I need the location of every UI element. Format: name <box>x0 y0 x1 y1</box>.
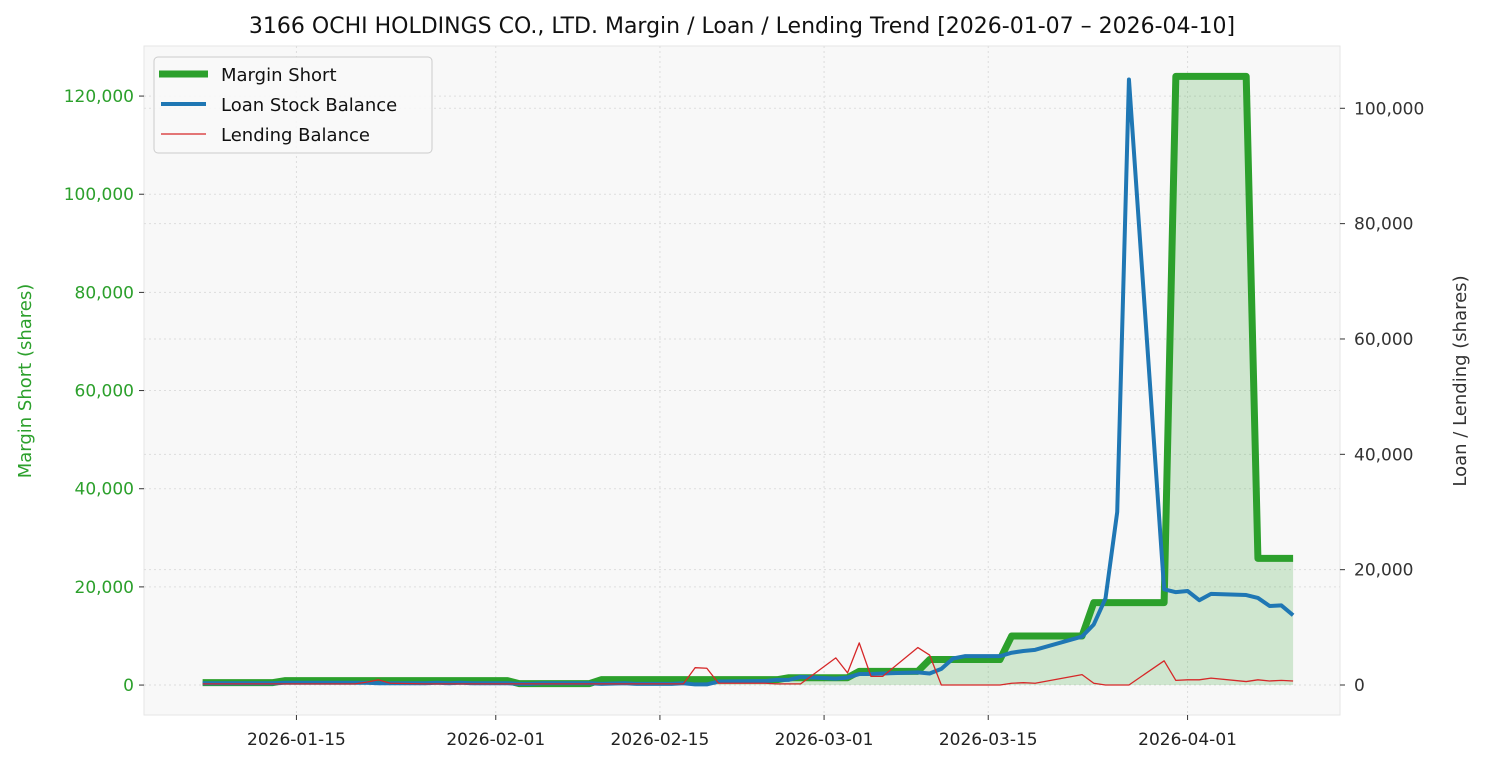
y-tick-label-left: 60,000 <box>75 382 134 402</box>
y-axis-label-right: Loan / Lending (shares) <box>1450 275 1471 486</box>
lending-balance-line <box>202 642 1294 686</box>
chart-title: 3166 OCHI HOLDINGS CO., LTD. Margin / Lo… <box>249 14 1235 39</box>
legend-label-lending: Lending Balance <box>221 125 370 146</box>
y-tick-label-right: 0 <box>1354 676 1365 696</box>
y-tick-label-right: 80,000 <box>1354 215 1413 235</box>
y-tick-label-left: 80,000 <box>75 283 134 303</box>
loan-stock-balance-line <box>202 77 1295 687</box>
y-tick-label-right: 20,000 <box>1354 561 1413 581</box>
x-tick-label: 2026-04-01 <box>1138 730 1237 750</box>
legend-label-loan-stock: Loan Stock Balance <box>221 95 397 116</box>
y-tick-label-left: 100,000 <box>64 185 134 205</box>
y-tick-label-right: 100,000 <box>1354 99 1424 119</box>
y-tick-label-right: 60,000 <box>1354 330 1413 350</box>
legend: Margin Short Loan Stock Balance Lending … <box>153 56 433 154</box>
x-tick-label: 2026-02-15 <box>611 730 710 750</box>
y-axis-label-left: Margin Short (shares) <box>15 284 36 479</box>
x-tick-label: 2026-02-01 <box>446 730 545 750</box>
y-tick-label-left: 0 <box>123 676 134 696</box>
x-tick-label: 2026-03-01 <box>775 730 874 750</box>
y-tick-label-left: 20,000 <box>75 578 134 598</box>
legend-label-margin-short: Margin Short <box>221 65 337 86</box>
x-tick-label: 2026-03-15 <box>939 730 1038 750</box>
y-tick-label-right: 40,000 <box>1354 445 1413 465</box>
x-tick-label: 2026-01-15 <box>247 730 346 750</box>
margin-short-area <box>202 76 1294 686</box>
y-tick-label-left: 40,000 <box>75 480 134 500</box>
y-tick-label-left: 120,000 <box>64 87 134 107</box>
